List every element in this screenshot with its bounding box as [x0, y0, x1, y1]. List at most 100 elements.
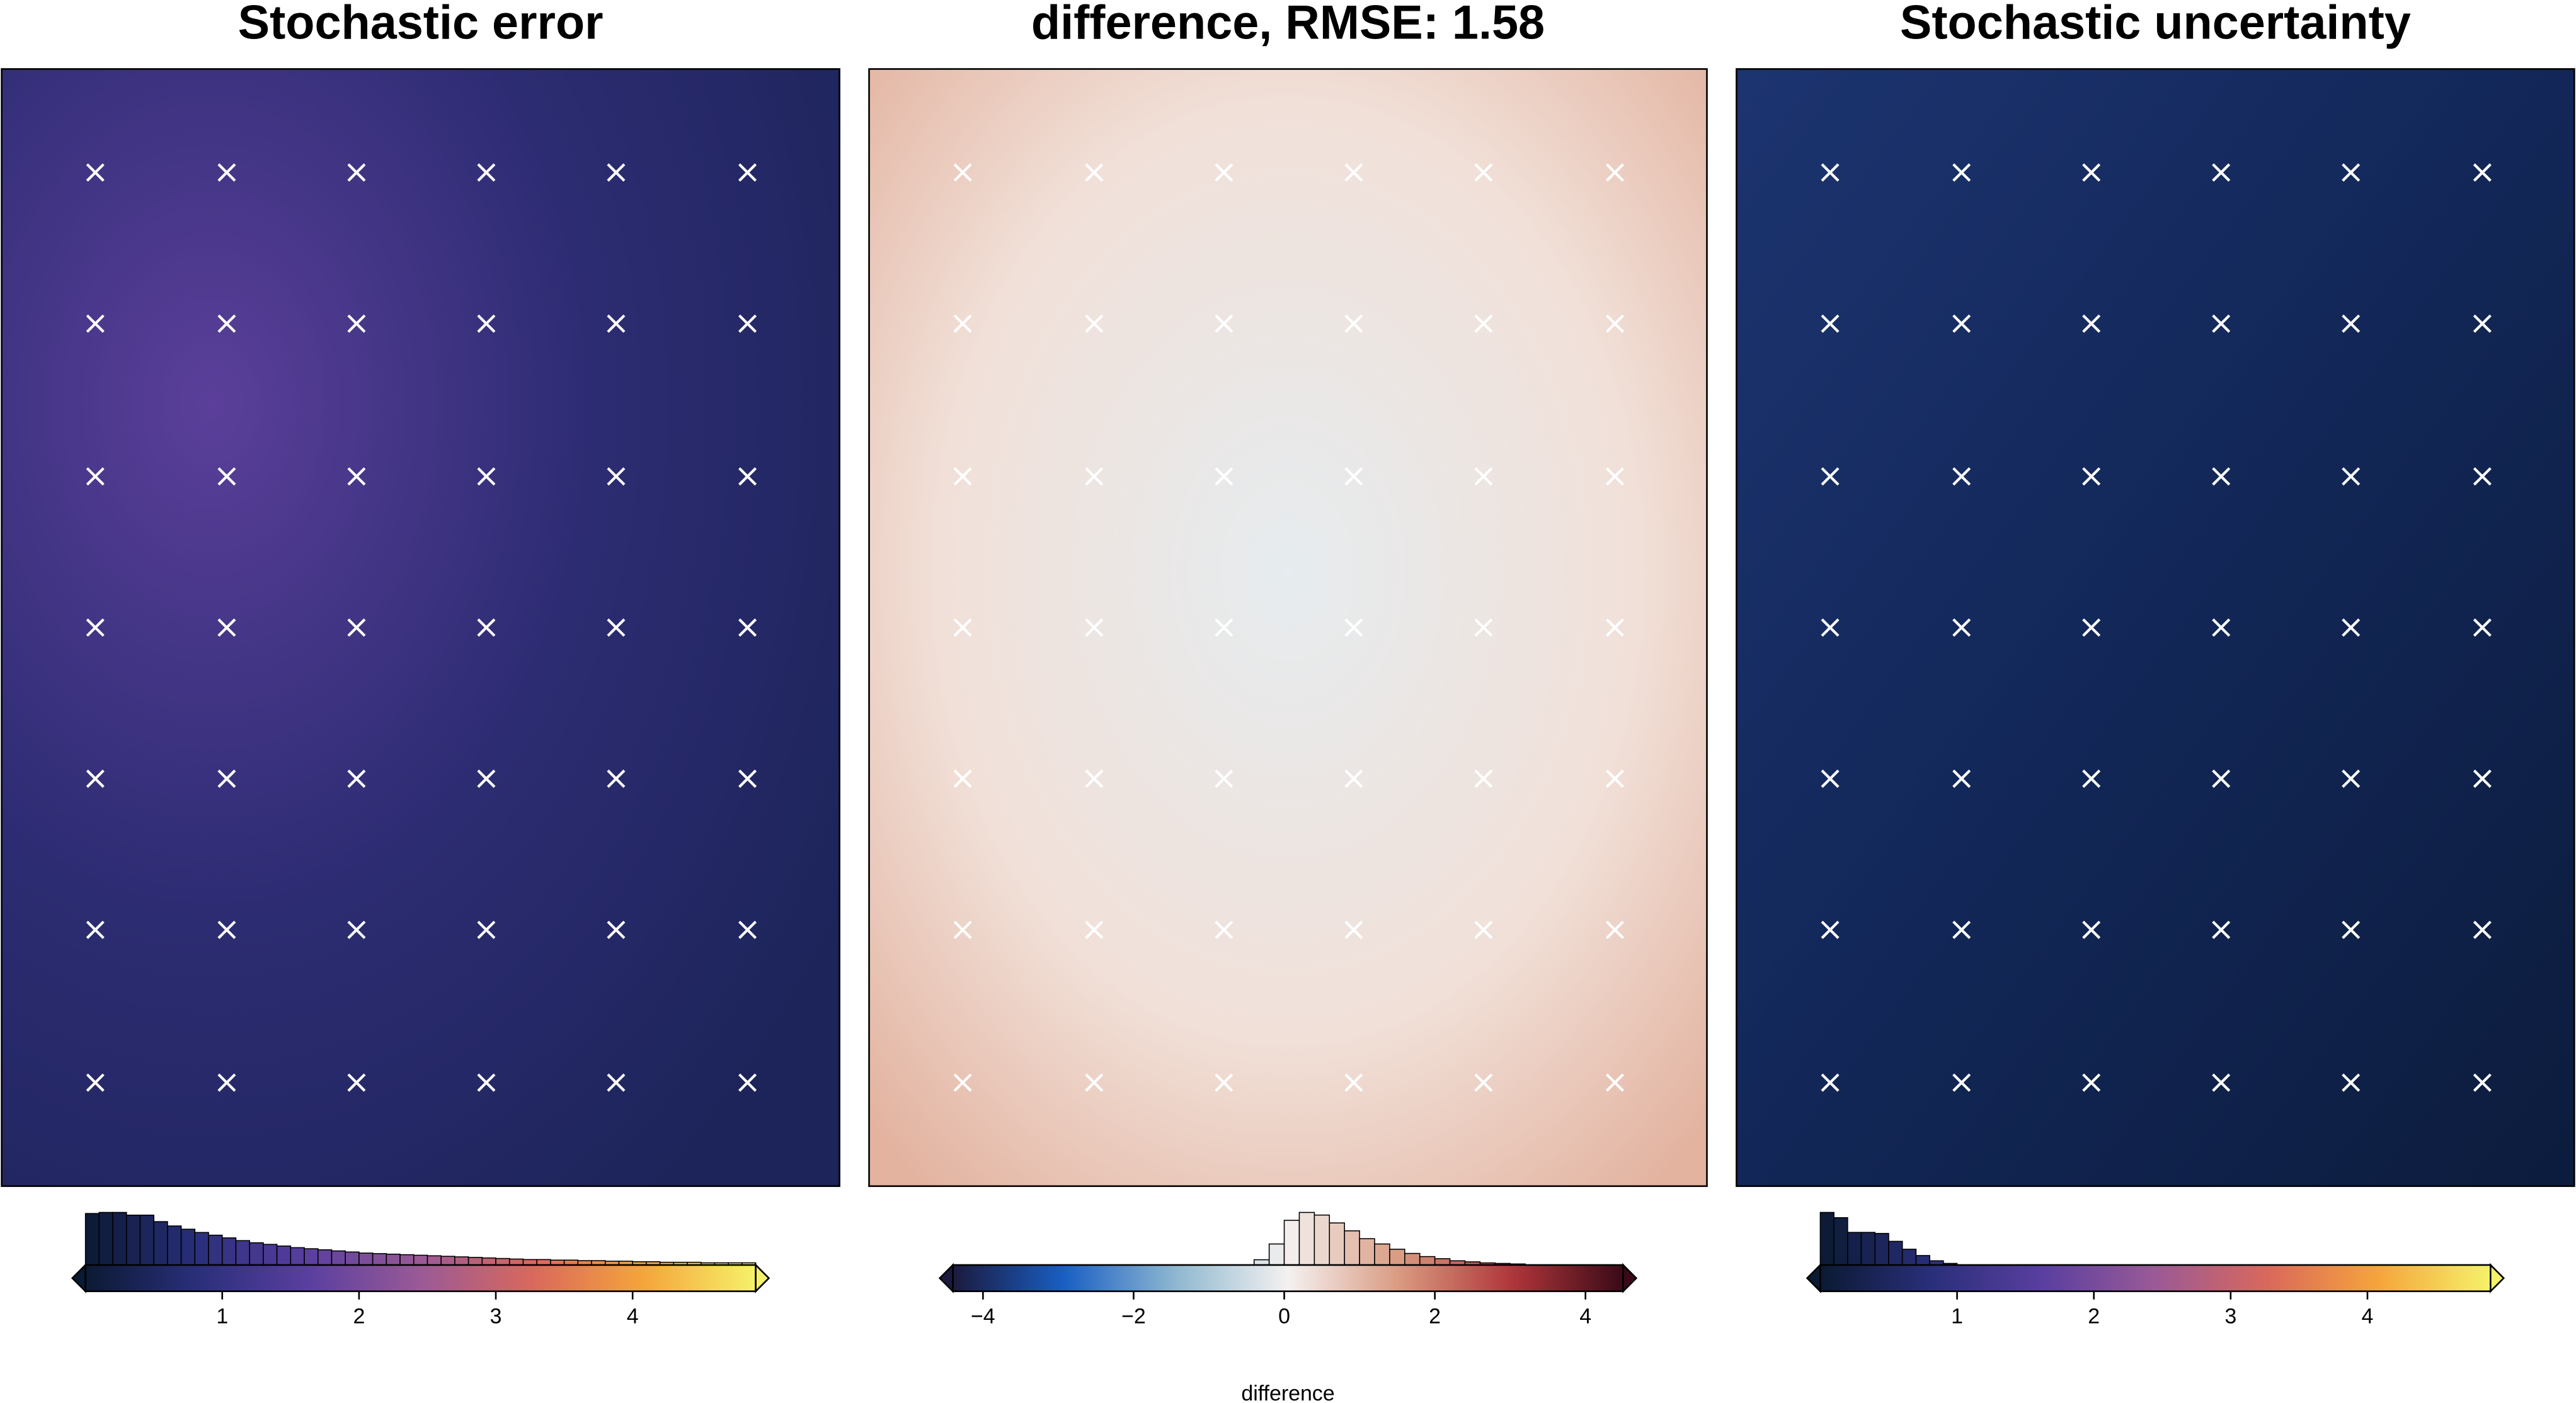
station-marker — [1952, 920, 1971, 939]
colorbar-extension — [938, 1263, 954, 1293]
station-marker — [2212, 314, 2231, 333]
station-marker — [1344, 769, 1363, 788]
station-marker — [86, 769, 105, 788]
station-marker — [1821, 769, 1840, 788]
station-marker — [1952, 163, 1971, 182]
histogram-bar — [1298, 1211, 1315, 1266]
station-marker — [1215, 467, 1234, 486]
station-marker — [1605, 618, 1624, 637]
station-marker — [2082, 769, 2101, 788]
station-marker — [1474, 314, 1493, 333]
station-marker — [2082, 920, 2101, 939]
station-marker — [1821, 467, 1840, 486]
station-marker — [738, 618, 757, 637]
station-marker — [1605, 920, 1624, 939]
histogram-bar — [263, 1244, 278, 1266]
histogram-bar — [454, 1256, 469, 1266]
station-marker — [2473, 163, 2492, 182]
histogram-bar — [1268, 1243, 1285, 1266]
colorbar-tick-label: 2 — [2088, 1304, 2100, 1328]
station-marker — [953, 618, 972, 637]
histogram-bar — [1888, 1240, 1903, 1266]
histogram-bar — [508, 1258, 524, 1266]
station-marker — [607, 920, 626, 939]
station-marker — [2212, 618, 2231, 637]
station-marker — [607, 618, 626, 637]
station-marker — [477, 314, 496, 333]
histogram-bar — [1389, 1249, 1405, 1266]
station-marker — [1952, 467, 1971, 486]
histogram-bar — [1374, 1243, 1390, 1266]
station-marker — [2342, 618, 2361, 637]
station-marker — [1215, 769, 1234, 788]
colorbar-label: difference — [1241, 1382, 1334, 1403]
station-marker — [1085, 769, 1104, 788]
station-marker — [1605, 1073, 1624, 1092]
colorbar-tick-label: −4 — [971, 1304, 995, 1328]
histogram-bar — [358, 1252, 374, 1266]
station-marker — [1605, 467, 1624, 486]
station-marker — [953, 769, 972, 788]
station-marker — [1952, 314, 1971, 333]
histogram-bar — [1283, 1220, 1300, 1266]
station-marker — [1344, 1073, 1363, 1092]
station-marker — [347, 314, 366, 333]
histogram-bar — [1344, 1230, 1360, 1266]
station-marker — [347, 163, 366, 182]
station-marker — [2473, 467, 2492, 486]
station-marker — [1085, 618, 1104, 637]
station-marker — [1605, 163, 1624, 182]
histogram-bar — [413, 1254, 428, 1266]
histogram-bar — [1847, 1232, 1862, 1266]
histogram-bar — [221, 1237, 237, 1266]
station-marker — [1821, 314, 1840, 333]
station-marker — [477, 920, 496, 939]
station-marker — [953, 1073, 972, 1092]
histogram-bar — [290, 1247, 305, 1266]
colorbar-tick-label: 2 — [1429, 1304, 1441, 1328]
station-marker — [217, 769, 236, 788]
station-marker — [347, 1073, 366, 1092]
histogram-bar — [386, 1253, 401, 1266]
station-marker — [2342, 769, 2361, 788]
histogram-bar — [1314, 1214, 1331, 1266]
station-marker — [1474, 467, 1493, 486]
station-marker — [86, 618, 105, 637]
colorbar — [1819, 1264, 2492, 1292]
histogram-bar — [1419, 1256, 1436, 1266]
histogram-bar — [1833, 1217, 1848, 1266]
colorbar — [952, 1264, 1624, 1292]
station-marker — [1821, 920, 1840, 939]
station-marker — [738, 769, 757, 788]
station-marker — [1085, 1073, 1104, 1092]
station-marker — [86, 467, 105, 486]
histogram-bar — [180, 1228, 196, 1266]
station-marker — [217, 920, 236, 939]
panel-title: Stochastic uncertainty — [1900, 0, 2411, 50]
station-marker — [1952, 1073, 1971, 1092]
histogram-bar — [372, 1253, 387, 1266]
histogram-bar — [317, 1249, 333, 1266]
station-marker — [1215, 1073, 1234, 1092]
station-marker — [1821, 618, 1840, 637]
station-marker — [2473, 618, 2492, 637]
station-marker — [86, 920, 105, 939]
station-marker — [1085, 163, 1104, 182]
station-marker — [1085, 920, 1104, 939]
station-marker — [1952, 769, 1971, 788]
station-marker — [217, 314, 236, 333]
station-marker — [2342, 467, 2361, 486]
station-marker — [347, 920, 366, 939]
station-marker — [1605, 769, 1624, 788]
station-marker — [1085, 467, 1104, 486]
colorbar-tick-label: 4 — [2362, 1304, 2374, 1328]
station-marker — [1344, 920, 1363, 939]
station-marker — [607, 163, 626, 182]
station-marker — [2212, 1073, 2231, 1092]
station-marker — [738, 920, 757, 939]
station-marker — [1344, 314, 1363, 333]
station-marker — [2473, 1073, 2492, 1092]
station-marker — [607, 467, 626, 486]
heatmap — [1736, 68, 2575, 1188]
histogram-bar — [1434, 1258, 1451, 1266]
